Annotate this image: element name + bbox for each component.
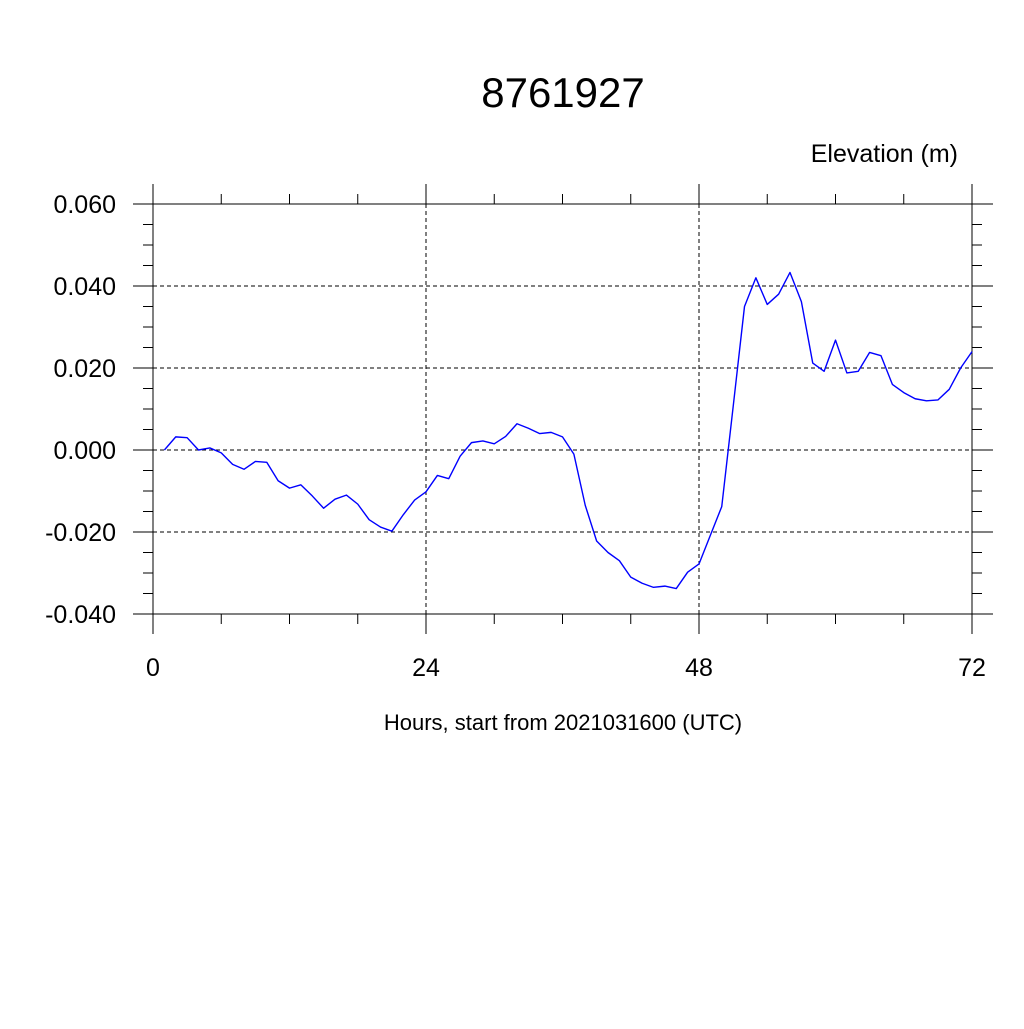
y-tick-label: 0.000 [53, 437, 116, 465]
elevation-series-line [163, 271, 973, 590]
y-tick-label: -0.020 [45, 519, 116, 547]
units-label: Elevation (m) [811, 140, 958, 168]
series-layer [163, 271, 973, 590]
major-ticks [133, 184, 993, 634]
x-axis-label: Hours, start from 2021031600 (UTC) [384, 710, 742, 735]
y-tick-label: 0.020 [53, 355, 116, 383]
x-tick-label: 0 [146, 654, 160, 682]
y-tick-label: 0.060 [53, 191, 116, 219]
y-tick-label: -0.040 [45, 601, 116, 629]
chart-title: 8761927 [481, 69, 645, 116]
x-tick-label: 72 [958, 654, 986, 682]
grid [152, 203, 973, 615]
x-tick-label: 24 [412, 654, 440, 682]
x-tick-label: 48 [685, 654, 713, 682]
y-tick-label: 0.040 [53, 273, 116, 301]
minor-ticks [143, 194, 982, 624]
tick-labels: -0.040 -0.020 0.000 0.020 0.040 0.060 0 24 48 72 [45, 191, 986, 682]
